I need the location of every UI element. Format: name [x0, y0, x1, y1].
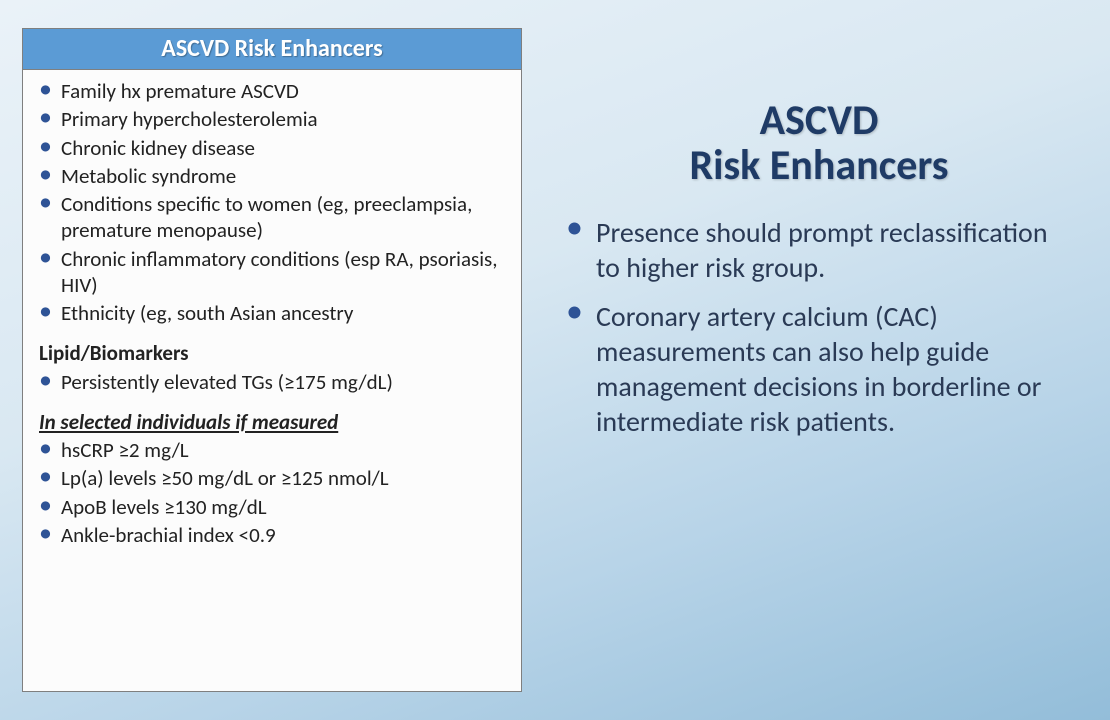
clinical-list: Family hx premature ASCVD Primary hyperc… [61, 78, 505, 326]
list-item: Metabolic syndrome [61, 163, 505, 189]
list-item: Persistently elevated TGs (≥175 mg/dL) [61, 369, 505, 395]
title-line-1: ASCVD [760, 95, 879, 146]
list-item: Conditions specific to women (eg, preecl… [61, 191, 505, 244]
title-line-2: Risk Enhancers [689, 140, 948, 191]
right-column: ASCVD Risk Enhancers Presence should pro… [522, 28, 1076, 692]
list-item: Ethnicity (eg, south Asian ancestry [61, 300, 505, 326]
list-item: Ankle-brachial index <0.9 [61, 522, 505, 548]
list-item: Presence should prompt reclassification … [596, 215, 1076, 285]
lipid-list: Persistently elevated TGs (≥175 mg/dL) [61, 369, 505, 395]
list-item: Coronary artery calcium (CAC) measuremen… [596, 299, 1076, 439]
risk-enhancers-table: ASCVD Risk Enhancers Family hx premature… [22, 28, 522, 692]
list-item: ApoB levels ≥130 mg/dL [61, 494, 505, 520]
lipid-biomarkers-label: Lipid/Biomarkers [39, 340, 505, 366]
selected-list: hsCRP ≥2 mg/L Lp(a) levels ≥50 mg/dL or … [61, 437, 505, 548]
table-body: Family hx premature ASCVD Primary hyperc… [23, 70, 521, 691]
list-item: Lp(a) levels ≥50 mg/dL or ≥125 nmol/L [61, 465, 505, 491]
list-item: Chronic kidney disease [61, 135, 505, 161]
key-points-list: Presence should prompt reclassification … [596, 215, 1076, 439]
table-header: ASCVD Risk Enhancers [23, 29, 521, 70]
list-item: Chronic inflammatory conditions (esp RA,… [61, 246, 505, 299]
list-item: Primary hypercholesterolemia [61, 106, 505, 132]
list-item: Family hx premature ASCVD [61, 78, 505, 104]
list-item: hsCRP ≥2 mg/L [61, 437, 505, 463]
slide-title: ASCVD Risk Enhancers [562, 98, 1076, 189]
selected-individuals-label: In selected individuals if measured [39, 409, 505, 435]
